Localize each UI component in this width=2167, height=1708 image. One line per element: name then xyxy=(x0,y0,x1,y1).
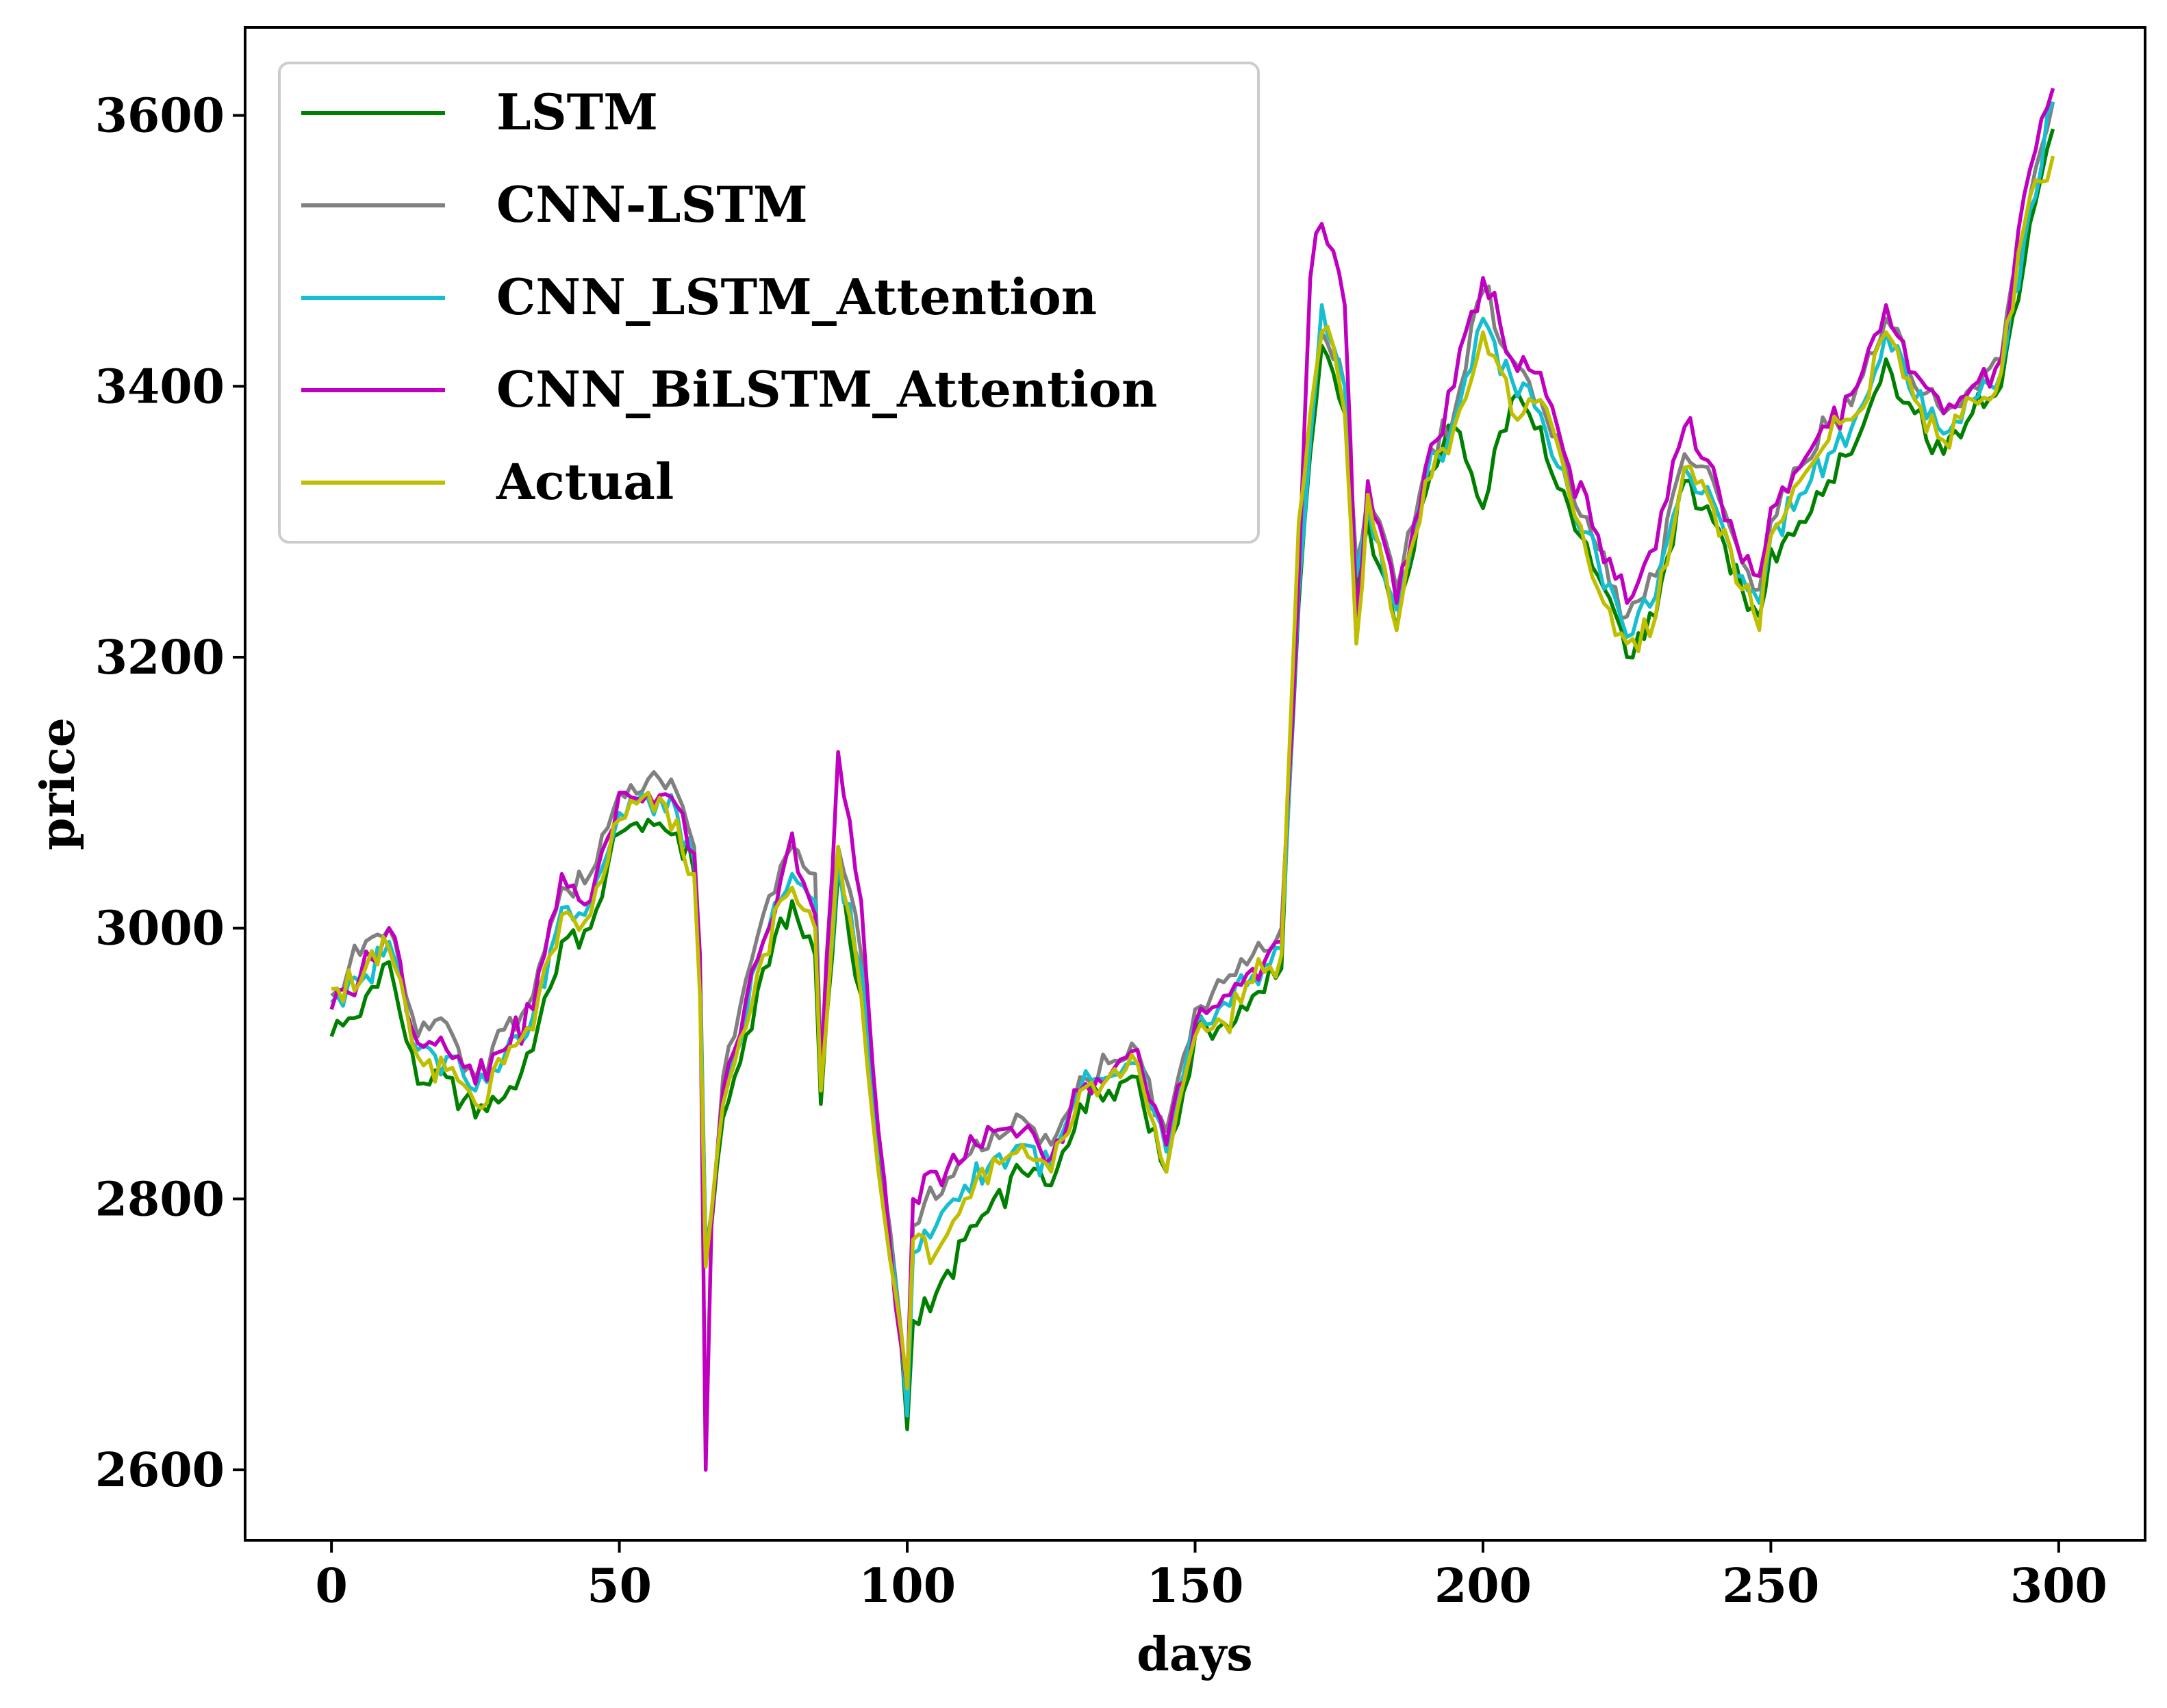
x-axis: 0 50 100 150 200 250 300 xyxy=(315,1540,2107,1614)
x-tick-label: 150 xyxy=(1147,1559,1244,1614)
y-tick-label: 3600 xyxy=(95,89,225,144)
y-tick-label: 3200 xyxy=(95,630,225,685)
x-tick-label: 200 xyxy=(1434,1559,1532,1614)
y-tick-label: 2800 xyxy=(95,1172,225,1227)
legend-label: CNN_LSTM_Attention xyxy=(496,268,1097,326)
x-axis-label: days xyxy=(1137,1627,1252,1682)
x-tick-label: 50 xyxy=(587,1559,652,1614)
series-line-actual xyxy=(331,155,2055,1391)
legend-label: Actual xyxy=(496,453,674,511)
legend-label: LSTM xyxy=(496,83,658,141)
series-line-lstm xyxy=(329,128,2055,1431)
series-lines xyxy=(329,88,2055,1472)
y-axis: 2600 2800 3000 3200 3400 3600 xyxy=(95,89,245,1498)
y-tick-label: 3400 xyxy=(95,359,225,414)
legend-box xyxy=(278,62,1260,544)
y-tick-label: 3000 xyxy=(95,902,225,956)
legend-label: CNN_BiLSTM_Attention xyxy=(496,360,1157,418)
y-axis-label: price xyxy=(31,717,86,850)
legend: LSTM CNN-LSTM CNN_LSTM_Attention CNN_BiLSTM… xyxy=(278,62,1260,544)
x-tick-label: 250 xyxy=(1722,1559,1819,1614)
x-tick-label: 0 xyxy=(315,1559,347,1614)
x-tick-label: 300 xyxy=(2010,1559,2107,1614)
x-tick-label: 100 xyxy=(859,1559,956,1614)
legend-label: CNN-LSTM xyxy=(496,175,808,233)
y-tick-label: 2600 xyxy=(95,1443,225,1498)
